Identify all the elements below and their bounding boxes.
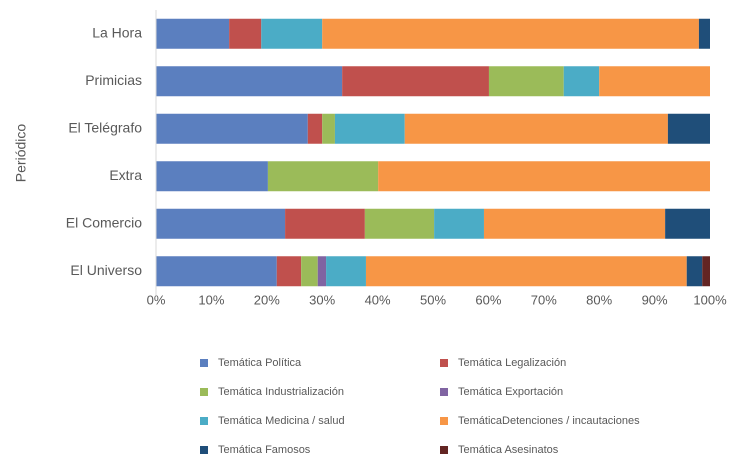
bar-segment bbox=[434, 208, 484, 239]
bar-segment bbox=[342, 66, 489, 97]
legend-label: Temática Política bbox=[218, 357, 302, 369]
x-tick-label: 90% bbox=[642, 292, 668, 307]
legend-label: Temática Famosos bbox=[218, 444, 311, 456]
bar-segment bbox=[156, 161, 268, 192]
y-tick-label: El Universo bbox=[70, 262, 142, 278]
legend-label: Temática Asesinatos bbox=[458, 444, 559, 456]
bar-segment bbox=[365, 256, 687, 287]
bar-segment bbox=[307, 113, 323, 144]
y-tick-label: Extra bbox=[109, 167, 142, 183]
legend-label: Temática Medicina / salud bbox=[218, 415, 345, 427]
bar-segment bbox=[317, 256, 327, 287]
bar-segment bbox=[322, 113, 335, 144]
legend-swatch bbox=[440, 446, 448, 454]
legend-swatch bbox=[440, 388, 448, 396]
bar-segment bbox=[326, 256, 366, 287]
bar-segment bbox=[378, 161, 710, 192]
y-tick-label: El Telégrafo bbox=[68, 119, 142, 135]
legend-swatch bbox=[200, 446, 208, 454]
legend-swatch bbox=[440, 417, 448, 425]
y-tick-label: Primicias bbox=[85, 72, 142, 88]
legend-swatch bbox=[200, 359, 208, 367]
bar-segment bbox=[334, 113, 405, 144]
bar-segment bbox=[599, 66, 710, 97]
x-tick-label: 70% bbox=[531, 292, 557, 307]
legend-swatch bbox=[200, 417, 208, 425]
x-tick-label: 20% bbox=[254, 292, 280, 307]
bar-segment bbox=[156, 18, 230, 49]
bar-segment bbox=[156, 256, 277, 287]
y-tick-label: La Hora bbox=[92, 24, 142, 40]
bar-segment bbox=[156, 113, 308, 144]
bar-segment bbox=[156, 66, 343, 97]
x-tick-label: 100% bbox=[693, 292, 727, 307]
bar-segment bbox=[488, 66, 564, 97]
bar-segment bbox=[667, 113, 710, 144]
x-tick-label: 30% bbox=[309, 292, 335, 307]
bar-segment bbox=[364, 208, 435, 239]
legend-label: Temática Exportación bbox=[458, 386, 563, 398]
y-tick-label: El Comercio bbox=[66, 214, 142, 230]
x-tick-label: 0% bbox=[147, 292, 166, 307]
bar-segment bbox=[229, 18, 262, 49]
x-tick-label: 10% bbox=[198, 292, 224, 307]
bar-segment bbox=[665, 208, 710, 239]
x-tick-label: 50% bbox=[420, 292, 446, 307]
bar-segment bbox=[267, 161, 379, 192]
bar-segment bbox=[261, 18, 323, 49]
legend-label: Temática Industrialización bbox=[218, 386, 344, 398]
bar-segment bbox=[156, 208, 286, 239]
bar-segment bbox=[322, 18, 699, 49]
legend-label: TemáticaDetenciones / incautaciones bbox=[458, 415, 640, 427]
legend-label: Temática Legalización bbox=[458, 357, 566, 369]
bar-segment bbox=[276, 256, 302, 287]
bar-segment bbox=[404, 113, 668, 144]
bar-segment bbox=[285, 208, 365, 239]
bar-segment bbox=[301, 256, 318, 287]
legend-swatch bbox=[200, 388, 208, 396]
bar-segment bbox=[698, 18, 710, 49]
x-tick-label: 60% bbox=[475, 292, 501, 307]
bar-segment bbox=[483, 208, 666, 239]
legend-swatch bbox=[440, 359, 448, 367]
y-axis-label: Periódico bbox=[13, 124, 29, 183]
x-tick-label: 40% bbox=[365, 292, 391, 307]
x-tick-label: 80% bbox=[586, 292, 612, 307]
bar-segment bbox=[686, 256, 703, 287]
bar-segment bbox=[702, 256, 710, 287]
bar-segment bbox=[563, 66, 600, 97]
